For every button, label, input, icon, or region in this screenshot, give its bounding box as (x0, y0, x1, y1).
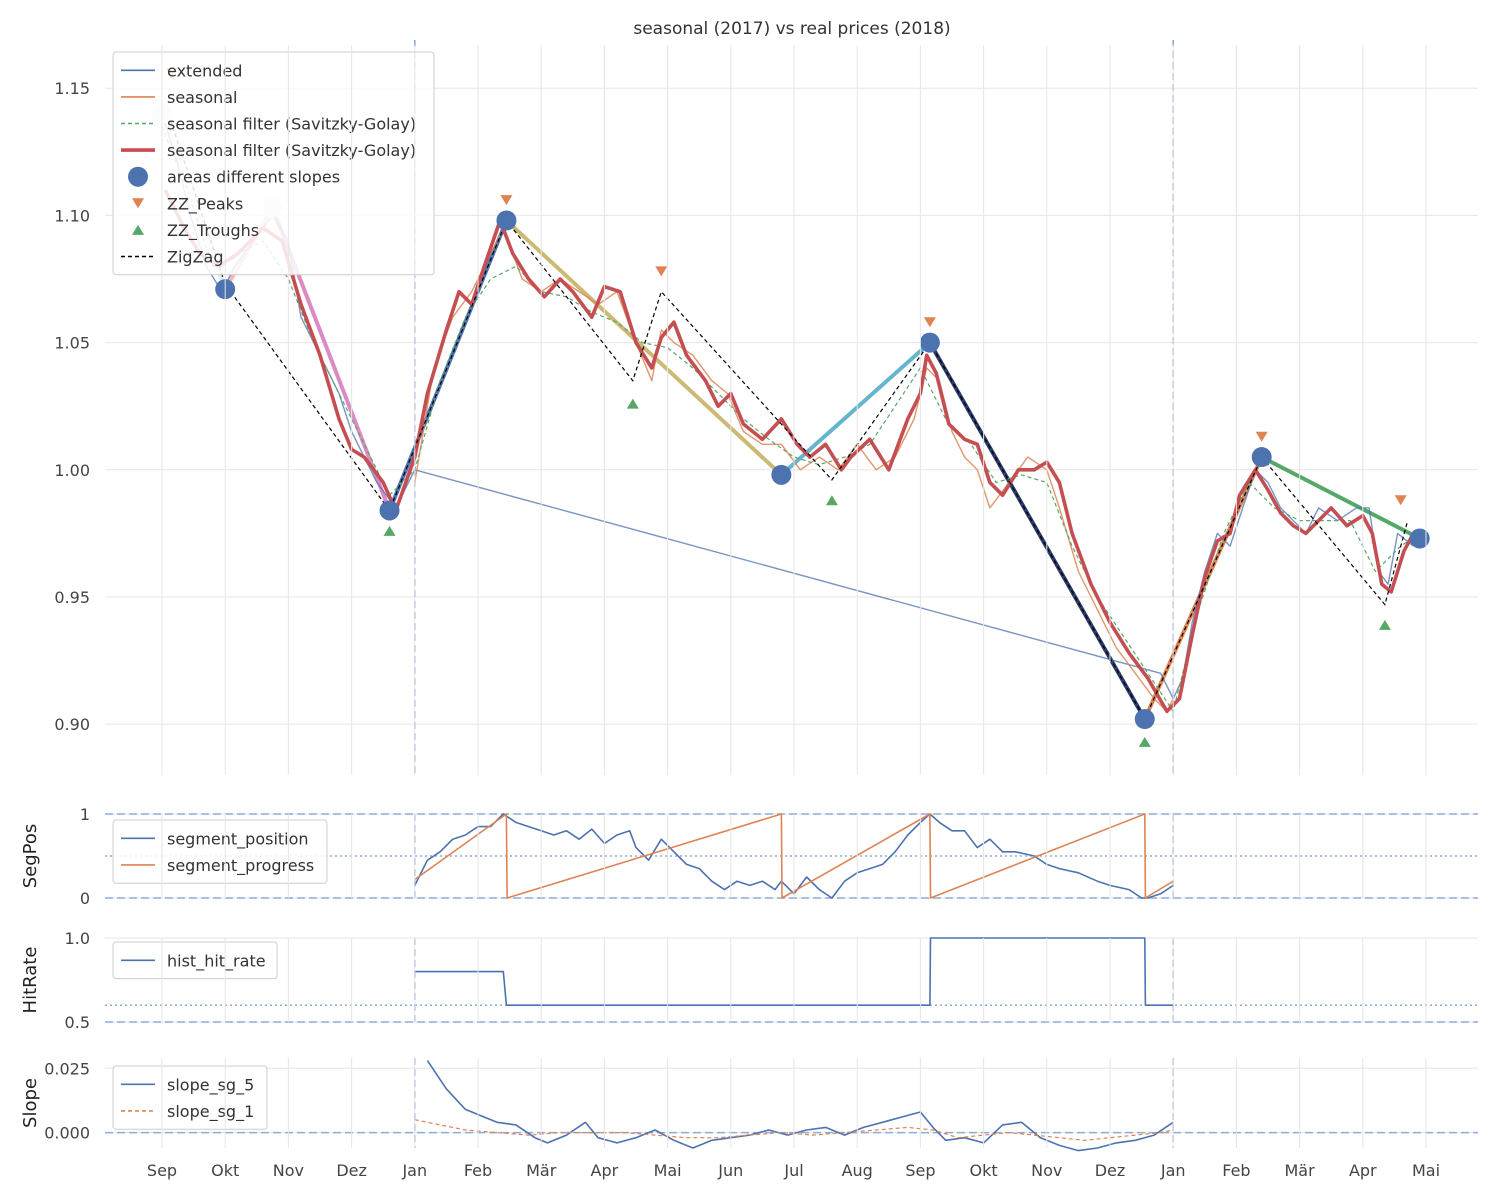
x-tick-label: Sep (147, 1161, 177, 1180)
legend-box (112, 819, 328, 884)
y-tick-label: 0.5 (65, 1013, 90, 1032)
legend-swatch (128, 166, 148, 187)
x-tick-label: Nov (273, 1161, 304, 1180)
y-tick-label: 0.000 (44, 1124, 90, 1143)
y-tick-label: 1.0 (65, 929, 90, 948)
x-axis: Sep Okt Nov Dez Jan Feb Mär Apr Mai Jun Jul Aug Sep O… (147, 45, 1440, 1180)
x-tick-label: Jan (401, 1161, 427, 1180)
legend-swatch (132, 224, 144, 235)
x-tick-label: Jun (717, 1161, 743, 1180)
x-tick-label: Okt (211, 1161, 239, 1180)
legend-label: seasonal filter (Savitzky-Golay) (167, 141, 416, 160)
legend-label: slope_sg_5 (167, 1075, 254, 1095)
slope-area-point (496, 210, 517, 231)
zz-peak-marker (1394, 495, 1407, 506)
slope-area-point (379, 500, 400, 521)
x-tick-label: Dez (336, 1161, 367, 1180)
zz-peak-marker (923, 317, 936, 328)
slope-area-point (1134, 709, 1155, 730)
zz-trough-marker (626, 398, 639, 409)
x-tick-label: Aug (842, 1161, 873, 1180)
legend-label: segment_position (167, 829, 309, 849)
legend-label: seasonal filter (Savitzky-Golay) (167, 115, 416, 134)
x-tick-label: Sep (905, 1161, 935, 1180)
legend-label: segment_progress (167, 856, 314, 876)
legend-label: ZZ_Peaks (167, 194, 243, 214)
legend-label: areas different slopes (167, 168, 340, 187)
hitrate-panel: 0.5 1.0 HitRate hist_hit_rate (20, 929, 1478, 1032)
x-tick-label: Mär (526, 1161, 557, 1180)
zz-trough-marker (383, 525, 396, 536)
slope-area-point (1409, 528, 1430, 549)
x-tick-label: Jul (783, 1161, 803, 1180)
y-tick-label: 0.025 (44, 1059, 90, 1078)
legend-swatch (132, 198, 144, 209)
legend-label: ZigZag (167, 248, 223, 267)
zz-peak-marker (500, 195, 513, 206)
x-tick-label: Dez (1095, 1161, 1126, 1180)
y-tick-label: 1.10 (54, 206, 90, 225)
series-line-seasonal-filter-savitzky-golay-bold (163, 189, 1415, 714)
chart-title: seasonal (2017) vs real prices (2018) (633, 19, 950, 39)
zz-peak-marker (1255, 431, 1268, 442)
slope-area-point (919, 332, 940, 353)
zz-peak-marker (655, 266, 668, 277)
x-tick-label: Mai (1412, 1161, 1440, 1180)
x-tick-label: Apr (591, 1161, 619, 1180)
legend-label: ZZ_Troughs (167, 221, 259, 241)
zz-trough-marker (825, 495, 838, 506)
segpos-axis-label: SegPos (20, 824, 41, 889)
legend-box (112, 1065, 268, 1130)
x-tick-label: Feb (1222, 1161, 1250, 1180)
y-tick-label: 1.00 (54, 461, 90, 480)
slope-area-point (1251, 447, 1272, 468)
y-tick-label: 0.95 (54, 588, 90, 607)
series-line-segment-progress (414, 813, 1174, 899)
x-tick-label: Mai (654, 1161, 682, 1180)
y-tick-label: 0 (80, 889, 90, 908)
legend-box (112, 51, 435, 276)
x-tick-label: Mär (1285, 1161, 1316, 1180)
zz-trough-marker (1378, 619, 1391, 630)
slope-axis-label: Slope (20, 1078, 41, 1128)
y-tick-label: 1.15 (54, 79, 90, 98)
legend-label: slope_sg_1 (167, 1102, 254, 1122)
legend-box (112, 941, 278, 980)
x-tick-label: Nov (1031, 1161, 1062, 1180)
hitrate-axis-label: HitRate (20, 947, 41, 1014)
zz-trough-marker (1138, 736, 1151, 747)
series-line-slope-sg-5 (426, 1060, 1174, 1152)
series-line-slope-sg-1 (414, 1119, 1174, 1141)
x-tick-label: Jan (1160, 1161, 1186, 1180)
y-tick-label: 1.05 (54, 334, 90, 353)
x-tick-label: Apr (1349, 1161, 1377, 1180)
x-tick-label: Okt (970, 1161, 998, 1180)
legend-label: extended (167, 61, 242, 80)
x-tick-label: Feb (464, 1161, 492, 1180)
legend-label: seasonal (167, 88, 238, 107)
series-line-hist-hit-rate (414, 937, 1174, 1006)
y-tick-label: 1 (80, 805, 90, 824)
y-tick-label: 0.90 (54, 715, 90, 734)
slope-area-point (771, 464, 792, 485)
legend-label: hist_hit_rate (167, 951, 266, 971)
slope-segment (1259, 455, 1422, 541)
